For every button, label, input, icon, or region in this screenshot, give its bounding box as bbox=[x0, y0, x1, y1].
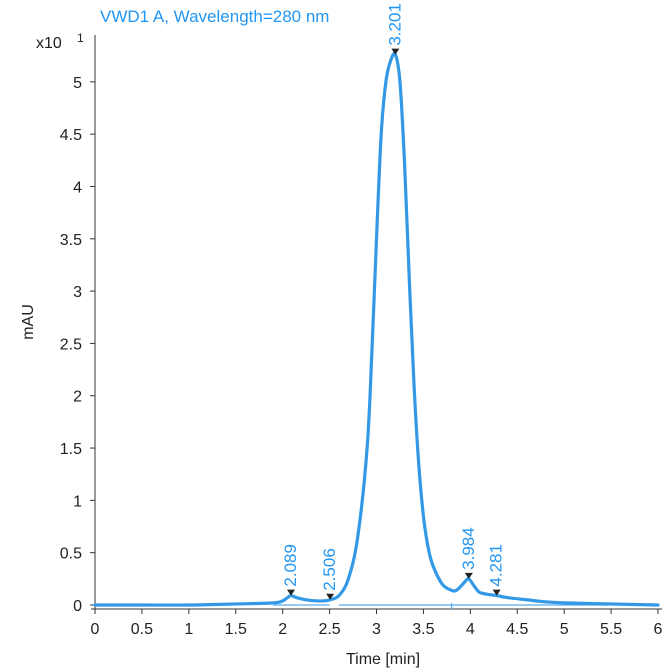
peak-marker bbox=[464, 572, 473, 579]
x-axis-label: Time [min] bbox=[346, 651, 420, 668]
x-tick-label: 3.5 bbox=[412, 621, 434, 638]
x-tick-label: 0 bbox=[91, 621, 100, 638]
chromatogram-trace bbox=[93, 51, 660, 607]
y-tick-label: 1 bbox=[73, 493, 82, 510]
x-tick-label: 2 bbox=[278, 621, 287, 638]
x-tick-label: 5 bbox=[560, 621, 569, 638]
y-tick-label: 0 bbox=[73, 598, 82, 615]
x-tick-label: 0.5 bbox=[131, 621, 153, 638]
peak-label: 3.984 bbox=[459, 527, 478, 570]
y-axis-label: mAU bbox=[20, 304, 37, 340]
peak-layer: 2.089 2.506 3.201 3.984 4.281 bbox=[281, 3, 506, 600]
x-tick-label: 6 bbox=[654, 621, 663, 638]
peak-label: 2.506 bbox=[320, 548, 339, 591]
y-tick-label: 4 bbox=[73, 179, 82, 196]
chart-title: VWD1 A, Wavelength=280 nm bbox=[100, 7, 329, 26]
x-tick-label: 4.5 bbox=[506, 621, 528, 638]
x-tick-label: 2.5 bbox=[318, 621, 340, 638]
y-tick-label: 3 bbox=[73, 284, 82, 301]
x-tick-label: 1 bbox=[184, 621, 193, 638]
axes: 0 0.5 1 1.5 2 2.5 3 3.5 4 4.5 5 5.5 6 0 0.5 1 1.5 2 2.5 3 3.… bbox=[60, 35, 663, 638]
y-tick-label: 2 bbox=[73, 389, 82, 406]
x-tick-label: 5.5 bbox=[600, 621, 622, 638]
y-multiplier-label: x10 bbox=[36, 35, 62, 52]
peak-marker bbox=[492, 589, 501, 596]
y-tick-label: 1.5 bbox=[60, 441, 82, 458]
peak-label: 3.201 bbox=[385, 3, 404, 46]
y-tick-label: 0.5 bbox=[60, 546, 82, 563]
trace-layer bbox=[93, 51, 660, 607]
y-tick-label: 3.5 bbox=[60, 232, 82, 249]
peak-marker bbox=[326, 593, 335, 600]
x-tick-label: 4 bbox=[466, 621, 475, 638]
peak-label: 2.089 bbox=[281, 544, 300, 587]
peak-marker bbox=[287, 589, 296, 596]
y-tick-label: 4.5 bbox=[60, 127, 82, 144]
y-tick-label: 2.5 bbox=[60, 336, 82, 353]
x-tick-label: 3 bbox=[372, 621, 381, 638]
y-tick-label: 5 bbox=[73, 75, 82, 92]
y-multiplier-exponent: 1 bbox=[77, 31, 84, 45]
x-tick-label: 1.5 bbox=[225, 621, 247, 638]
peak-label: 4.281 bbox=[487, 544, 506, 587]
peak-marker bbox=[391, 48, 400, 55]
